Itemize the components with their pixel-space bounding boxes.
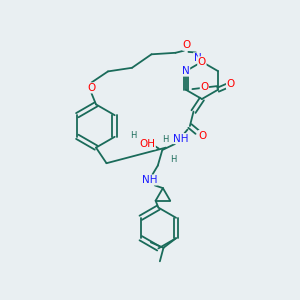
Text: N: N [194,53,201,63]
Text: H: H [170,155,177,164]
Text: H: H [130,131,137,140]
Text: O: O [87,83,96,93]
Text: NH: NH [142,175,157,185]
Text: O: O [198,130,207,141]
Text: O: O [226,79,235,89]
Text: NH: NH [173,134,189,144]
Text: OH: OH [139,139,155,149]
Text: O: O [200,82,208,92]
Text: O: O [198,57,206,67]
Text: O: O [183,40,191,50]
Text: H: H [162,135,169,144]
Text: N: N [182,66,190,76]
